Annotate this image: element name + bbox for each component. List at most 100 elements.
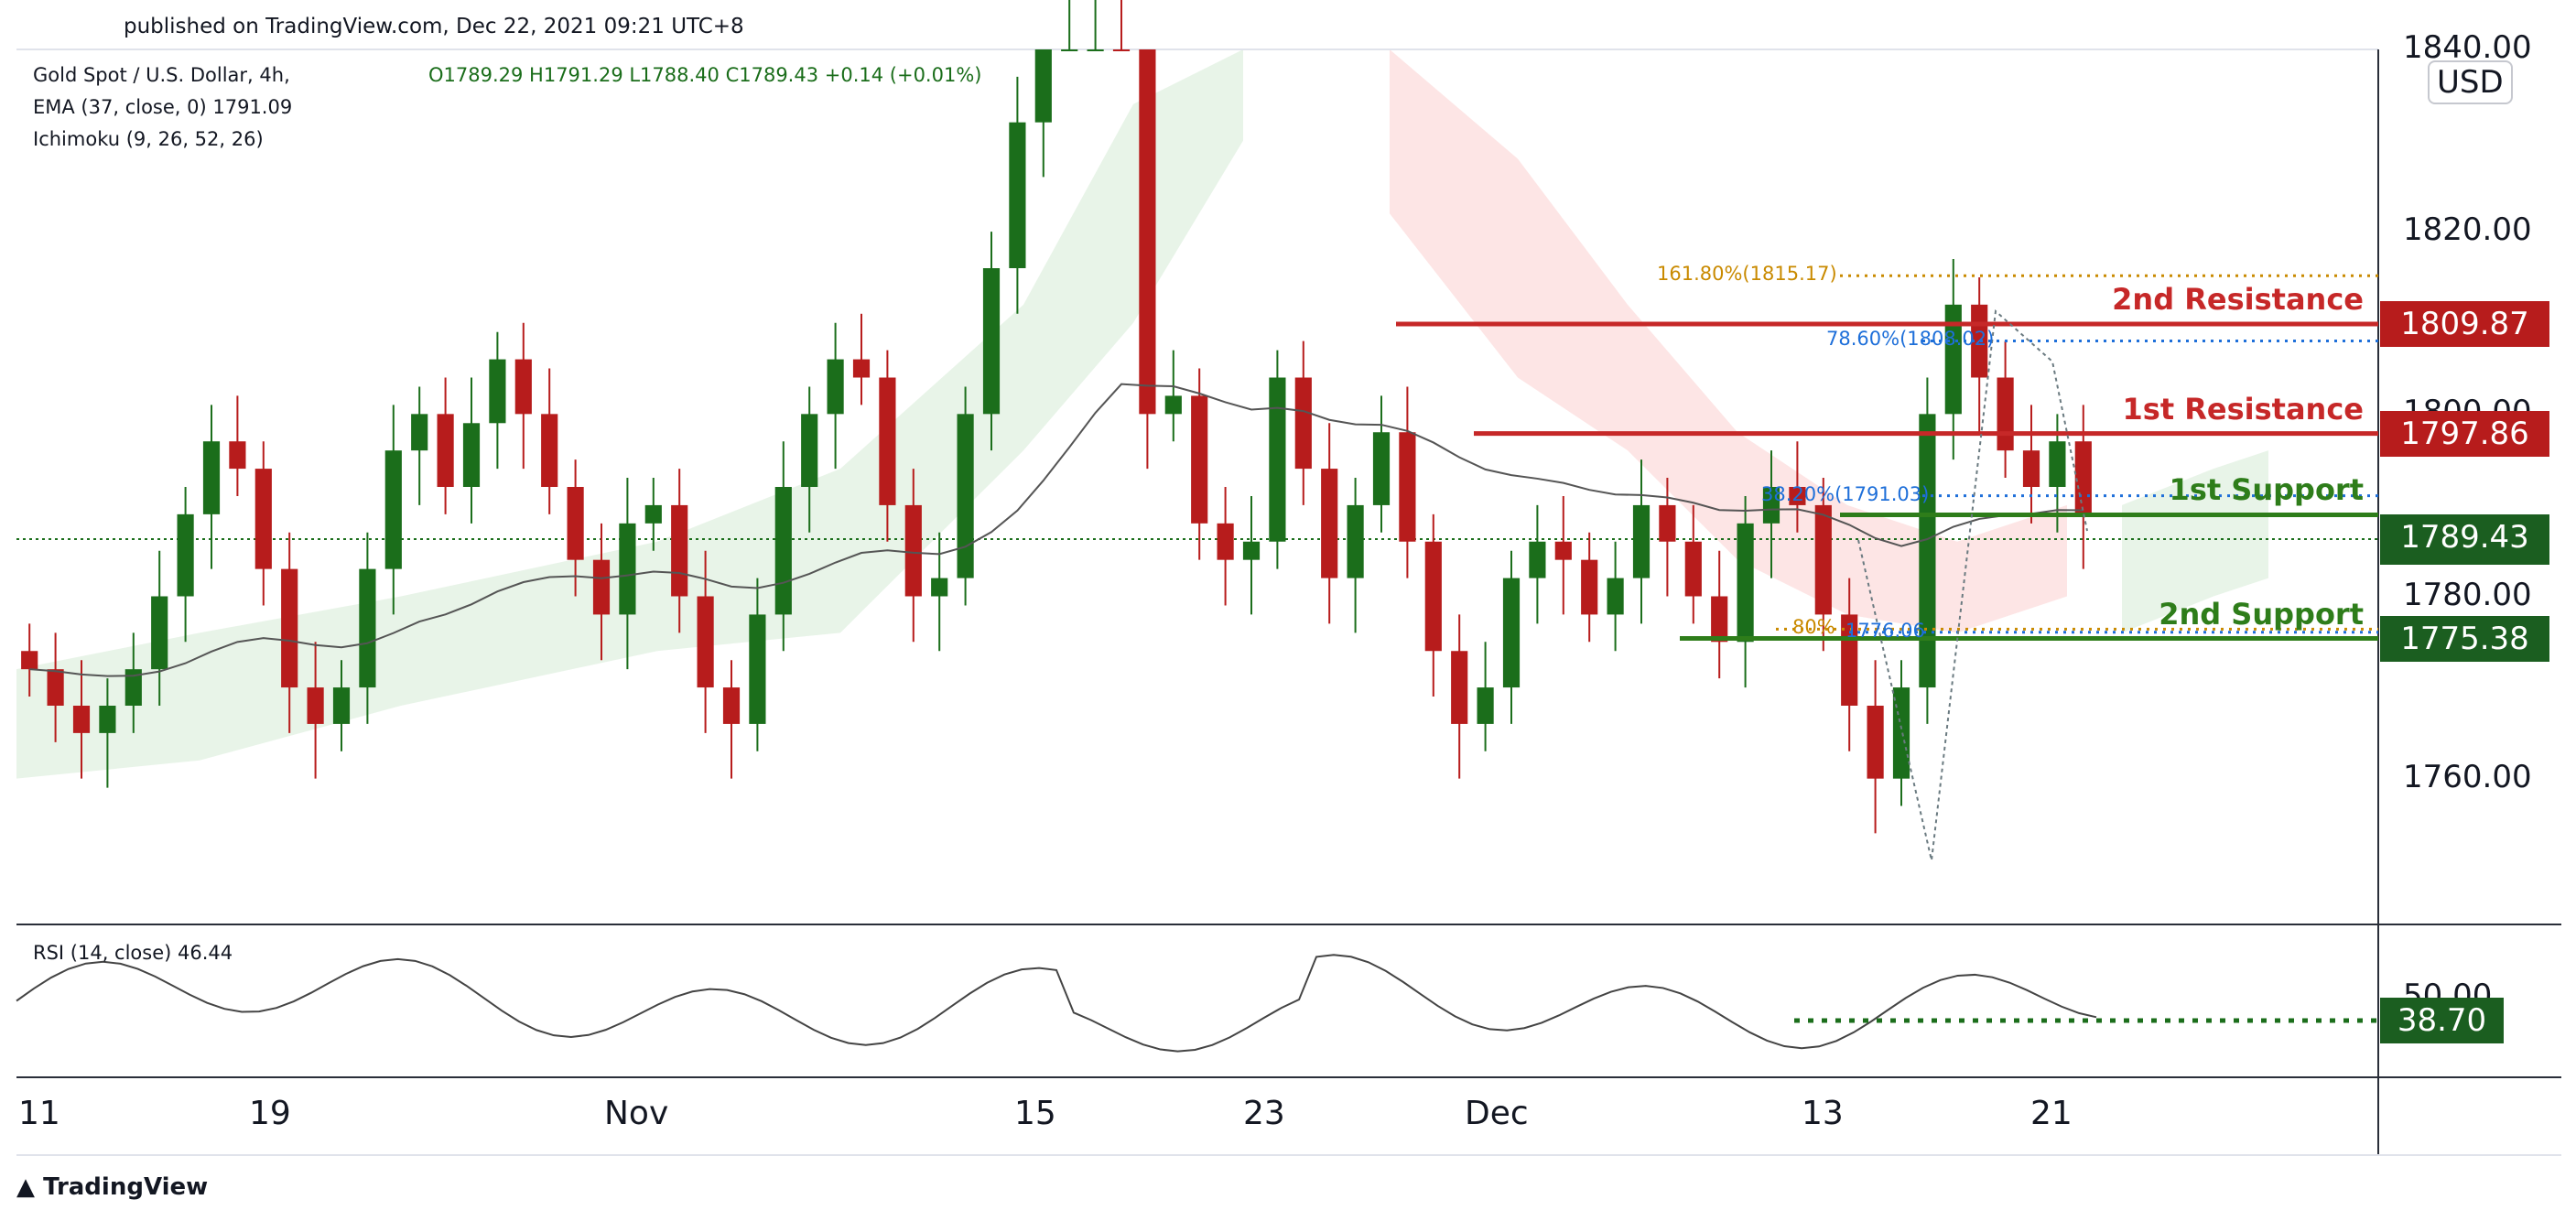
candle-body [722,687,741,724]
level-1st-support-label: 1st Support [2169,472,2364,508]
level-2nd-resistance-price: 1809.87 [2380,301,2549,348]
chart-frame [16,49,2561,1156]
candle-body [774,487,792,615]
fib-levels [1776,274,2378,634]
ichimoku-legend: Ichimoku (9, 26, 52, 26) [33,128,264,150]
candle-body [1529,541,1546,578]
candle-body [1061,49,1078,51]
fib-level-label: 1776.06 [1845,619,1925,642]
candle-body [852,359,871,378]
currency-button[interactable]: USD [2428,60,2513,104]
candle-body [1242,541,1261,560]
candle-body [2022,450,2040,487]
candle-body [72,706,91,733]
candle-body [879,377,896,505]
level-2nd-resistance-label: 2nd Resistance [2112,282,2364,318]
rsi-level-box: 38.70 [2380,998,2504,1043]
candle-body [1087,49,1104,51]
candle-body [151,596,168,670]
candle-body [1321,469,1338,578]
time-tick-label: 21 [2030,1095,2073,1132]
candle-body [1347,504,1364,578]
candle-body [697,596,714,688]
level-1st-resistance-price: 1797.86 [2380,410,2549,457]
time-tick-label: 11 [18,1095,60,1132]
candle-body [592,559,611,615]
ema-legend: EMA (37, close, 0) 1791.09 [33,96,293,118]
candle-body [541,414,558,487]
candle-body [384,450,402,569]
symbol-label: Gold Spot / U.S. Dollar, 4h, [33,64,290,86]
candle-body [827,359,844,415]
last-price-box: 1789.43 [2380,514,2549,560]
fib-level-label: 80% [1792,616,1835,639]
candle-body [1477,687,1494,724]
candle-body [229,441,246,470]
candle-body [1424,541,1442,652]
candle-body [801,414,818,487]
candle-body [1632,504,1651,578]
candle-body [1607,578,1624,615]
candle-body [307,687,324,724]
candle-body [982,268,1001,415]
time-tick-label: 13 [1802,1095,1844,1132]
rsi-legend: RSI (14, close) 46.44 [33,942,233,964]
sr-levels [1396,321,2378,642]
level-2nd-support-label: 2nd Support [2159,596,2364,632]
candle-body [644,504,662,524]
candle-body [1684,541,1702,597]
candle-body [332,687,351,724]
cloud-bullish-band [2122,450,2268,633]
tradingview-logo[interactable]: ▲ TradingView [16,1173,208,1201]
candle-body [749,614,766,724]
candle-body [1139,49,1156,415]
candle-body [904,504,922,597]
fib-level-label: 161.80%(1815.17) [1657,263,1837,286]
fib-level-label: 78.60%(1808.02) [1826,328,1995,351]
time-tick-label: Dec [1465,1095,1529,1132]
candle-body [281,568,298,688]
candle-body [1867,706,1884,779]
candle-body [1762,487,1780,524]
candle-body [99,706,116,733]
candle-body [567,487,584,560]
candle-body [931,578,948,597]
fib-swing-line [1857,308,2088,861]
candle-body [1997,377,2014,451]
candle-body [1789,487,1806,505]
candle-body [1399,432,1416,542]
time-tick-label: 19 [249,1095,291,1132]
candle-body [957,414,974,578]
candle-body [1009,122,1026,268]
fib-level-label: 38.20%(1791.03) [1761,482,1930,505]
rsi-line [16,954,2097,1053]
candle-body [2074,441,2092,514]
candle-body [1451,651,1468,724]
publish-info: published on TradingView.com, Dec 22, 20… [124,15,744,38]
candle-body [124,669,142,706]
candle-body [1112,49,1131,51]
candle-body [1034,49,1052,123]
candle-body [254,469,272,569]
price-tick-label: 1840.00 [2403,29,2532,66]
candle-body [21,651,38,670]
time-tick-label: 15 [1014,1095,1056,1132]
candle-body [1191,395,1208,524]
candle-body [1737,523,1754,643]
level-1st-resistance-label: 1st Resistance [2122,391,2365,427]
price-tick-label: 1760.00 [2403,758,2532,795]
candle-body [1711,596,1728,643]
candle-body [1919,414,1936,688]
candle-body [1372,432,1391,505]
candle-body [177,513,194,597]
price-tick-label: 1820.00 [2403,211,2532,249]
cloud-bearish-band [1390,49,2067,633]
candle-body [619,523,636,615]
candle-body [1944,304,1962,415]
ema-line [29,383,2084,677]
time-tick-label: 23 [1243,1095,1285,1132]
tradingview-logo-icon: ▲ [16,1173,35,1201]
candle-body [1164,395,1182,415]
candle-body [1814,504,1832,615]
level-2nd-support-price: 1775.38 [2380,615,2549,662]
